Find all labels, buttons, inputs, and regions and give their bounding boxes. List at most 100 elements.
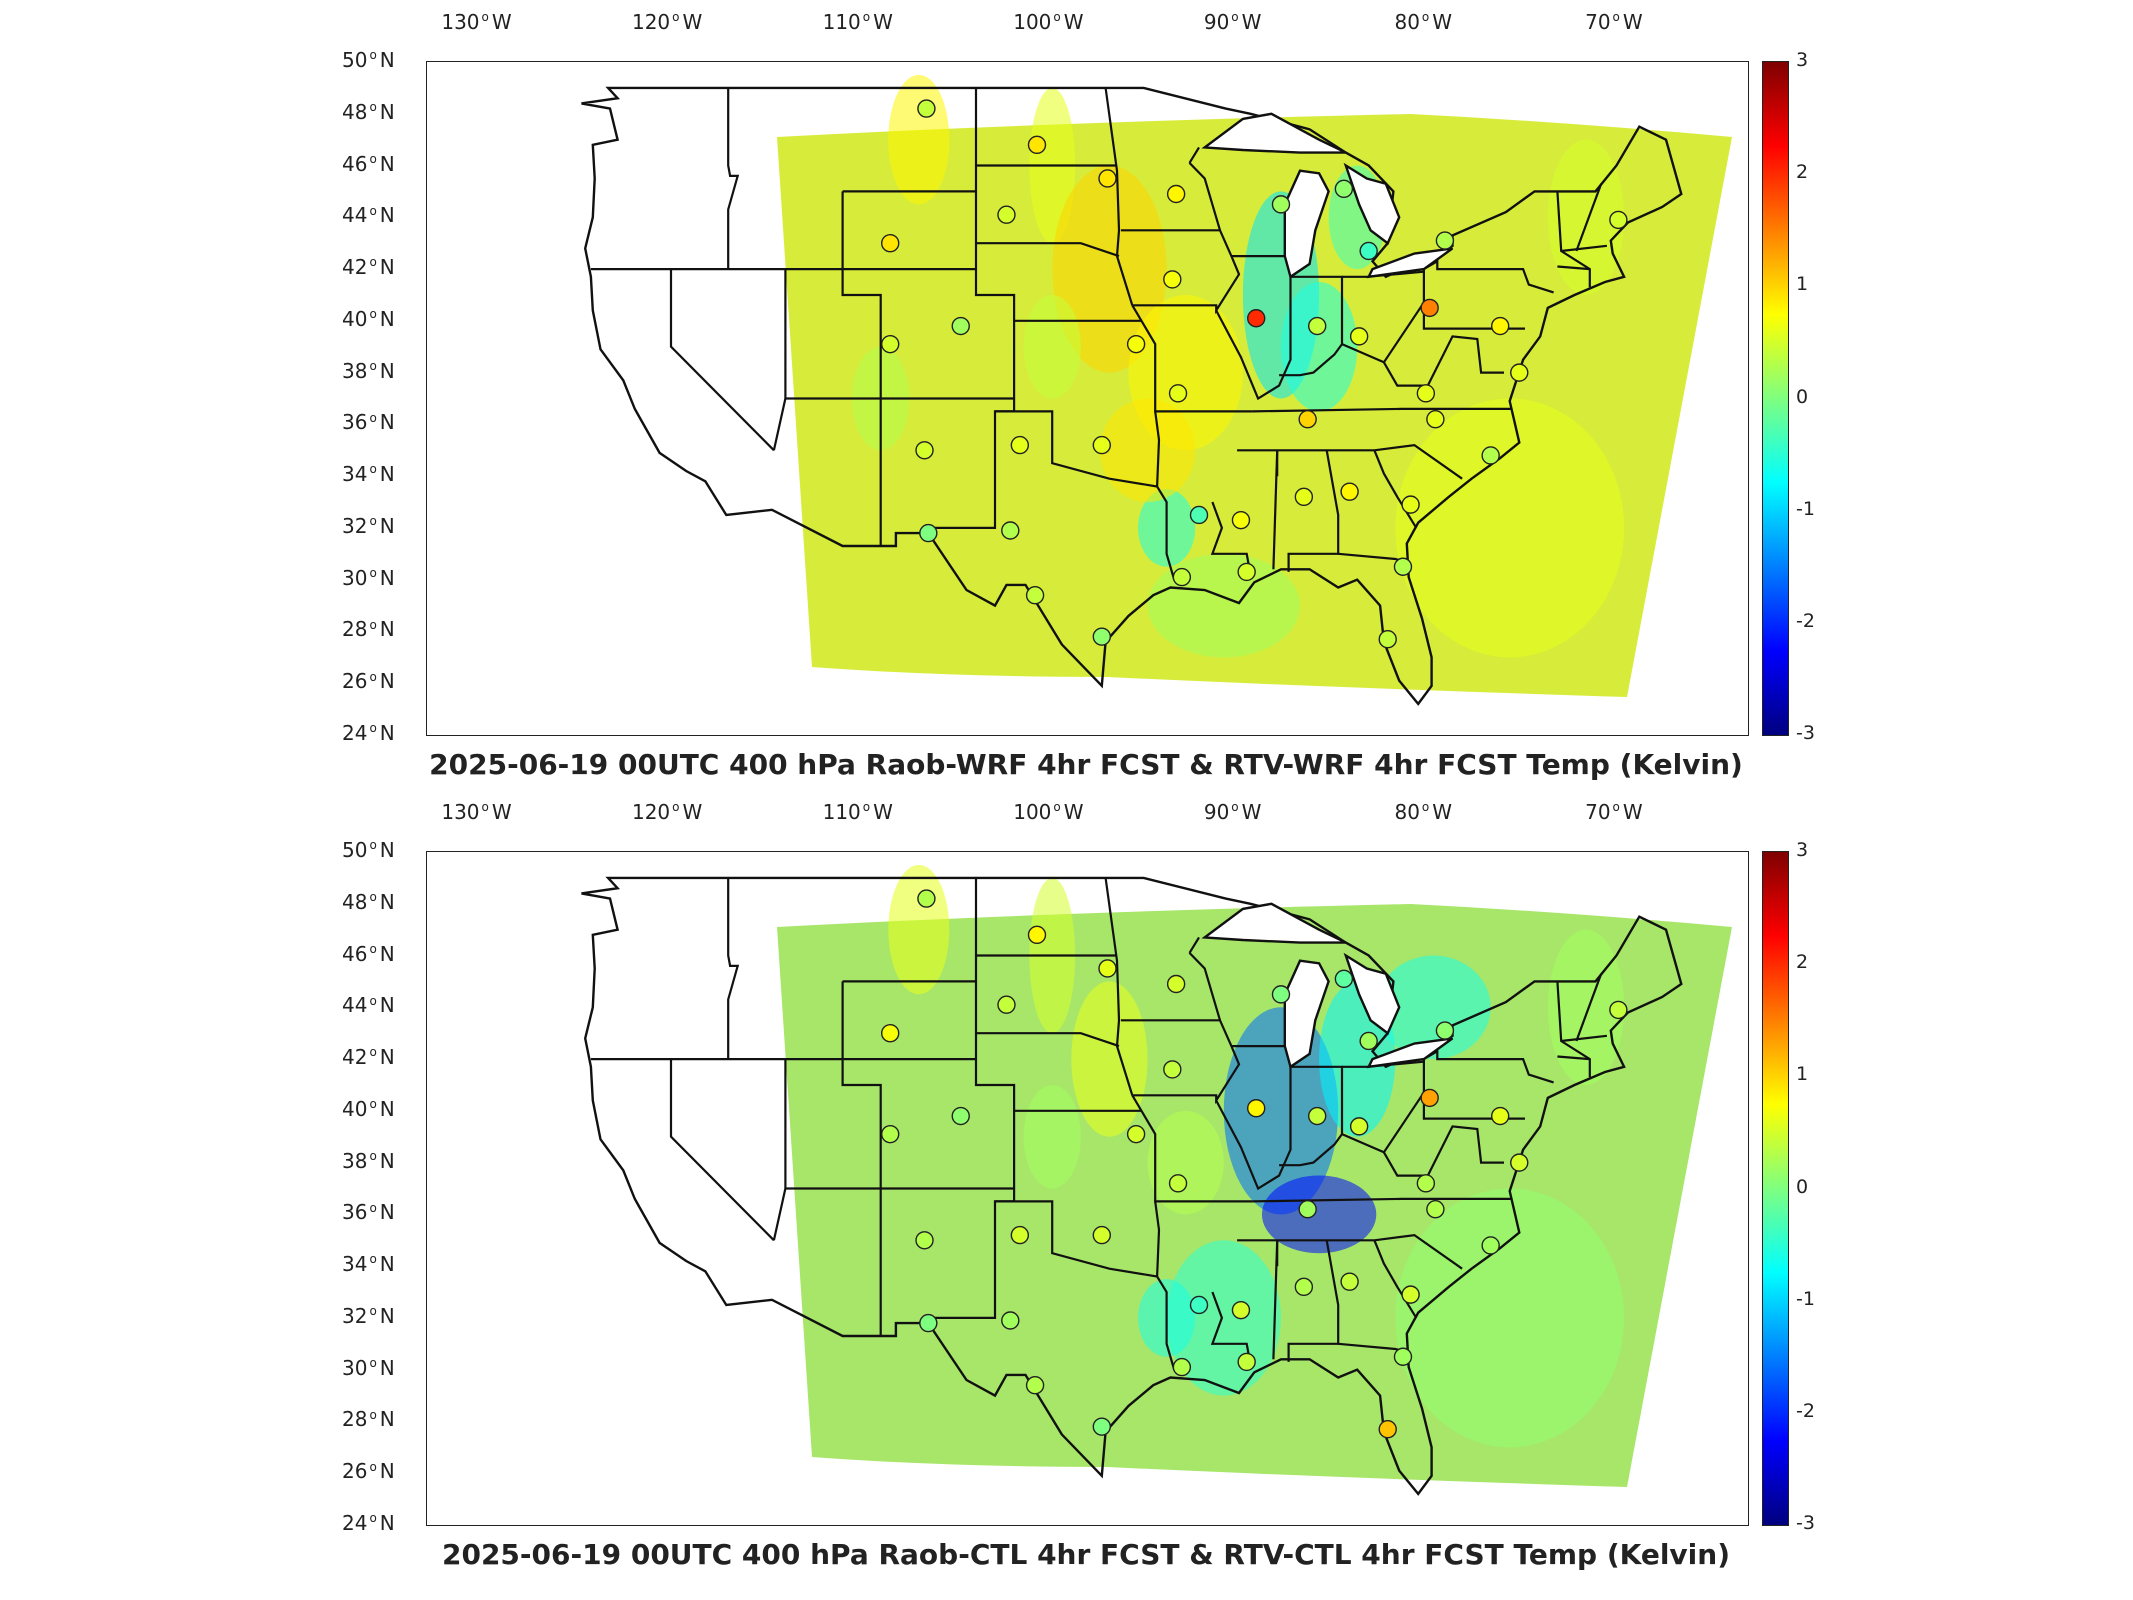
bottom-lon-tick-label: 130 o W — [441, 800, 512, 824]
top-station-marker-19 — [1168, 384, 1188, 403]
bottom-lat-tick-label: 38 o N — [342, 1148, 395, 1173]
top-station-marker-40 — [1092, 627, 1111, 646]
top-lon-tick-label: 110 o W — [822, 10, 893, 34]
top-state-borders — [590, 87, 1608, 581]
bottom-lat-tick-label: 24 o N — [342, 1511, 395, 1535]
top-colorbar-tick: -1 — [1796, 497, 1815, 520]
top-station-marker-11 — [1163, 270, 1182, 289]
bottom-state-border-25 — [1382, 1125, 1504, 1177]
top-state-border-10 — [976, 242, 1120, 258]
bottom-station-marker-1 — [1027, 925, 1047, 945]
top-state-border-16 — [1188, 146, 1200, 164]
bottom-lat-tick-label: 46 o N — [342, 941, 395, 966]
bottom-field-patch-6 — [1376, 955, 1491, 1060]
bottom-station-marker-39 — [1025, 1376, 1045, 1395]
bottom-station-marker-31 — [1294, 1277, 1314, 1297]
bottom-stations — [881, 889, 1628, 1439]
top-lat-tick-label: 40 o N — [342, 306, 395, 331]
bottom-station-marker-38 — [1393, 1347, 1413, 1366]
top-state-border-36 — [1561, 244, 1608, 253]
top-lon-tick-label: 80 o W — [1394, 10, 1453, 34]
top-lat-tick-label: 36 o N — [342, 410, 395, 435]
top-lon-tick-label: 70 o W — [1585, 10, 1643, 34]
bottom-map-svg — [581, 864, 1732, 1496]
top-field-patch-7 — [1280, 282, 1358, 412]
bottom-station-marker-6 — [1271, 985, 1291, 1004]
top-state-border-9 — [1104, 87, 1134, 306]
top-station-marker-37 — [1237, 562, 1256, 582]
top-state-border-14 — [1154, 411, 1161, 487]
bottom-station-marker-21 — [1490, 1106, 1510, 1126]
top-station-marker-22 — [1510, 363, 1529, 382]
top-field-patch-4 — [1023, 294, 1081, 399]
top-lat-tick-label: 28 o N — [342, 617, 395, 642]
top-lat-tick-label: 44 o N — [342, 203, 395, 228]
top-station-marker-12 — [1246, 309, 1266, 328]
top-station-marker-33 — [1401, 495, 1420, 514]
top-station-marker-8 — [1359, 241, 1378, 261]
top-state-border-2 — [669, 269, 775, 452]
bottom-colorbar-tick: 2 — [1796, 951, 1809, 974]
bottom-lat-tick-label: 44 o N — [342, 993, 395, 1018]
top-colorbar-tick: -2 — [1796, 609, 1815, 632]
bottom-lon-tick-label: 80 o W — [1394, 800, 1453, 824]
bottom-state-border-10 — [976, 1032, 1120, 1048]
top-station-marker-35 — [1001, 521, 1020, 540]
bottom-state-border-24 — [1252, 1197, 1512, 1203]
top-lat-tick-label: 32 o N — [342, 513, 395, 538]
bottom-field-patch-2 — [1071, 981, 1148, 1137]
bottom-station-marker-18 — [1126, 1124, 1146, 1144]
top-lake-1 — [1283, 169, 1330, 279]
bottom-station-marker-17 — [951, 1106, 970, 1126]
bottom-station-marker-3 — [1166, 974, 1186, 994]
bottom-station-marker-26 — [915, 1231, 934, 1250]
bottom-station-marker-35 — [1001, 1311, 1020, 1330]
top-map-frame — [426, 61, 1749, 736]
bottom-station-marker-29 — [1189, 1295, 1209, 1315]
top-station-marker-25 — [1481, 446, 1500, 465]
bottom-field-patch-7 — [1395, 1188, 1625, 1448]
top-station-marker-31 — [1294, 487, 1314, 507]
top-station-marker-4 — [881, 233, 900, 253]
top-station-marker-21 — [1490, 316, 1510, 336]
bottom-station-marker-16 — [881, 1124, 900, 1144]
top-field-patch-9 — [1395, 398, 1625, 658]
bottom-colorbar-tick: -2 — [1796, 1399, 1815, 1422]
top-state-border-26 — [1237, 443, 1463, 480]
bottom-station-marker-28 — [1092, 1225, 1111, 1245]
top-lat-tick-label: 38 o N — [342, 358, 395, 383]
bottom-lat-tick-label: 28 o N — [342, 1407, 395, 1432]
top-stations — [881, 99, 1628, 649]
bottom-lake-1 — [1283, 959, 1330, 1069]
bottom-us-outline — [581, 876, 1683, 1496]
top-station-marker-23 — [1298, 410, 1317, 429]
bottom-state-border-14 — [1154, 1201, 1161, 1277]
top-station-marker-28 — [1092, 435, 1111, 455]
bottom-station-marker-19 — [1168, 1174, 1188, 1193]
top-state-border-0 — [727, 87, 740, 270]
top-station-marker-7 — [1334, 179, 1354, 199]
top-lat-tick-label: 26 o N — [342, 669, 395, 694]
bottom-colorbar — [1762, 851, 1789, 1526]
bottom-state-border-27 — [1210, 1291, 1252, 1365]
bottom-lat-tick-label: 42 o N — [342, 1045, 395, 1070]
top-lon-tick-label: 100 o W — [1013, 10, 1084, 34]
bottom-field-patch-0 — [888, 864, 950, 995]
bottom-station-marker-8 — [1359, 1031, 1378, 1051]
bottom-station-marker-10 — [1609, 1000, 1628, 1020]
bottom-field-patch-4 — [1261, 1175, 1377, 1254]
bottom-station-marker-27 — [1010, 1225, 1030, 1245]
bottom-station-marker-30 — [1231, 1300, 1251, 1320]
top-station-marker-26 — [915, 441, 934, 460]
bottom-colorbar-tick: 3 — [1796, 839, 1809, 861]
top-map-svg — [581, 74, 1732, 706]
bottom-station-marker-2 — [1098, 959, 1117, 978]
bottom-lat-tick-label: 50 o N — [342, 838, 395, 862]
bottom-state-border-33 — [1423, 1049, 1554, 1084]
top-station-marker-16 — [881, 334, 900, 354]
top-station-marker-14 — [1420, 298, 1439, 318]
top-colorbar-tick: 3 — [1796, 49, 1809, 71]
top-station-marker-34 — [919, 523, 938, 543]
bottom-station-marker-23 — [1298, 1200, 1317, 1219]
top-station-marker-1 — [1027, 135, 1047, 155]
